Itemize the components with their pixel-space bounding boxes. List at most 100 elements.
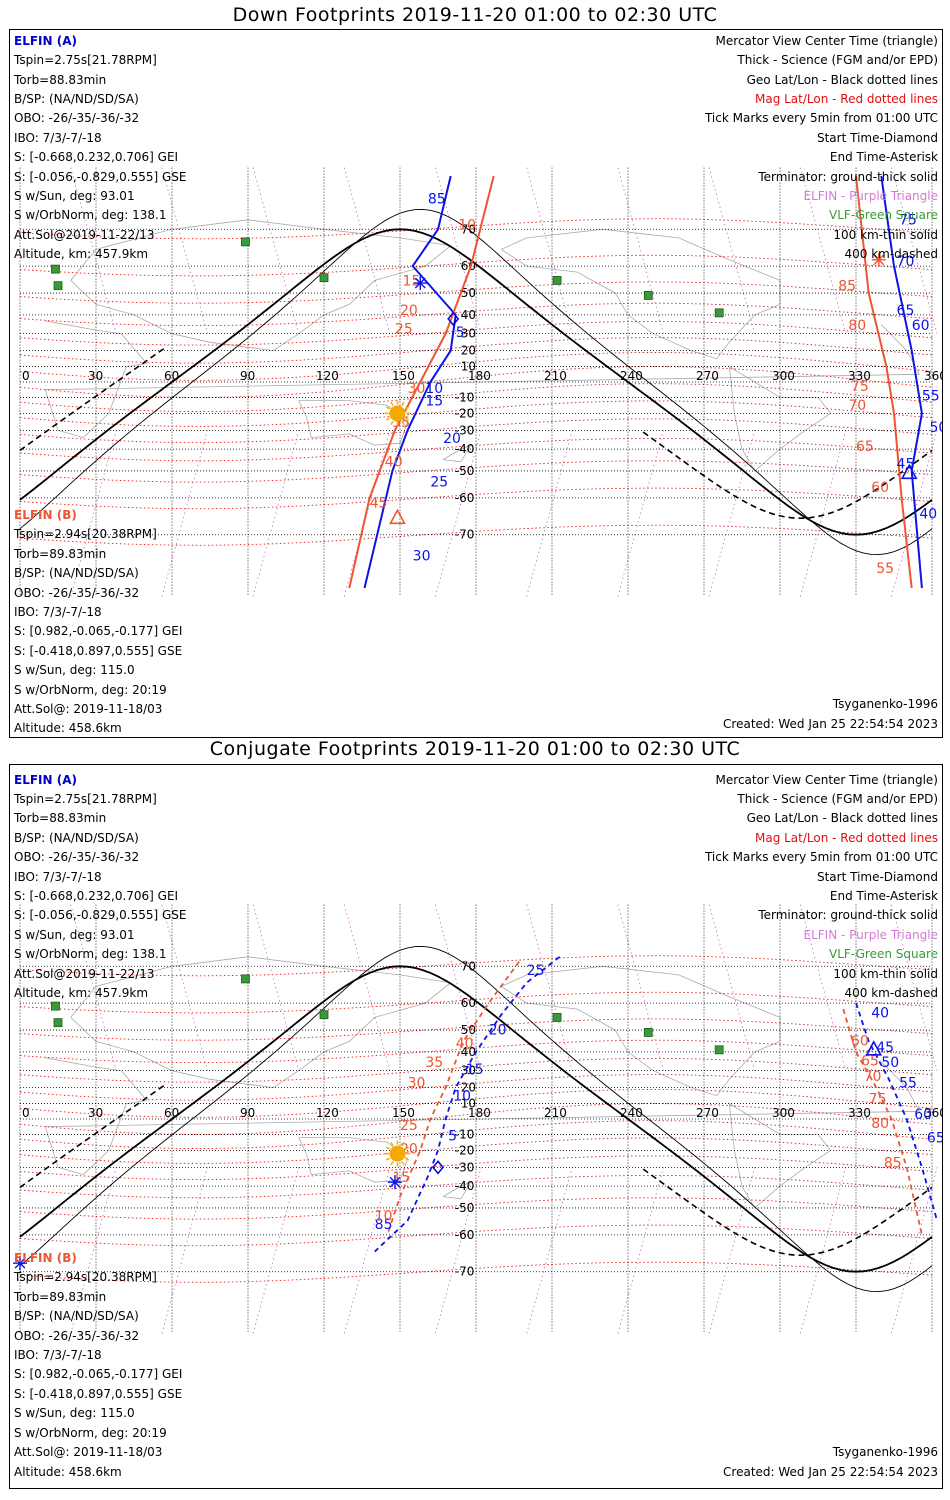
lat-tick-label: 10 (461, 360, 476, 374)
sun-ray (404, 1146, 410, 1150)
track-tick-label: 20 (489, 1023, 507, 1039)
track-tick-label: 5 (456, 325, 465, 341)
lat-tick-label: 30 (461, 327, 476, 341)
terminator-400km (19, 1084, 165, 1189)
lon-tick-label: 360 (924, 1106, 942, 1120)
legend-item: End Time-Asterisk (829, 150, 938, 164)
elfin-b-info-line: S: [0.982,-0.065,-0.177] GEI (14, 624, 183, 638)
mag-lon-line (161, 430, 208, 597)
lat-tick-label: -30 (455, 1160, 475, 1174)
center-time-triangle (389, 508, 406, 525)
elfin-a-info-line: Torb=88.83min (14, 811, 107, 825)
mag-lon-line (343, 167, 391, 334)
model-label: Tsyganenko-1996 (832, 697, 938, 711)
lon-tick-label: 180 (468, 1106, 491, 1120)
lon-tick-label: 330 (848, 369, 871, 383)
legend-item: Tick Marks every 5min from 01:00 UTC (704, 111, 938, 125)
created-label: Created: Wed Jan 25 22:54:54 2023 (723, 1465, 938, 1479)
track-tick-label: 45 (897, 457, 915, 473)
elfin-b-info-line: OBO: -26/-35/-36/-32 (14, 1329, 140, 1343)
legend-item: Thick - Science (FGM and/or EPD) (737, 53, 938, 67)
sun-ray (385, 1157, 391, 1161)
vlf-station-marker (643, 1028, 653, 1037)
mag-lon-line (161, 1167, 208, 1334)
sun-ray (404, 417, 410, 421)
mag-lon-line (70, 1167, 117, 1334)
conjugate-footprints-map: 0 30 60 90 120 150 180 210 240 270 300 330 360 70 60 50… (9, 764, 943, 1489)
sun-ray (385, 417, 391, 421)
track-tick-label: 15 (425, 393, 443, 409)
lon-tick-label: 210 (544, 1106, 567, 1120)
terminator-400km (642, 431, 933, 520)
elfin-b-info-line: S w/Sun, deg: 115.0 (14, 1406, 135, 1420)
terminator-100km (19, 208, 933, 556)
track-tick-label: 15 (466, 1062, 484, 1078)
track-tick-label: 10 (453, 1088, 471, 1104)
panel-2-title: Conjugate Footprints 2019-11-20 01:00 to… (209, 738, 741, 760)
track-tick-label: 40 (871, 1005, 889, 1021)
mag-lon-line (70, 167, 117, 334)
vlf-station-marker (53, 281, 63, 291)
elfin-b-info-line: Tspin=2.94s[20.38RPM] (14, 527, 157, 541)
elfin-a-info-line: S: [-0.668,0.232,0.706] GEI (14, 889, 179, 903)
track-tick-label: 25 (527, 963, 545, 979)
lat-tick-label: -10 (455, 390, 475, 404)
mag-lon-line (617, 904, 664, 1071)
track-tick-label: 50 (929, 420, 942, 436)
mag-lat-line (19, 1197, 933, 1220)
track-tick-label: 70 (897, 254, 915, 270)
mag-lon-line (708, 904, 756, 1071)
track-tick-label: 25 (400, 1118, 418, 1134)
legend-item: 100 km-thin solid (833, 967, 938, 981)
sun-disk (389, 1145, 406, 1162)
track-tick-label: 45 (370, 496, 388, 512)
elfin-b-track (842, 1008, 923, 1236)
legend-item: ELFIN - Purple Triangle (803, 928, 938, 942)
center-time-triangle (900, 463, 918, 480)
elfin-a-track (363, 175, 457, 589)
sun-ray (390, 401, 394, 406)
start-time-diamond (447, 311, 460, 326)
vlf-station-marker (714, 308, 724, 318)
elfin-b-info-line: S: [-0.418,0.897,0.555] GSE (14, 1387, 183, 1401)
track-tick-label: 85 (428, 192, 446, 208)
elfin-b-info-line: Altitude: 458.6km (14, 1465, 122, 1479)
mag-lat-line (19, 1103, 933, 1135)
elfin-a-info-line: Altitude, km: 457.9km (14, 247, 149, 261)
track-tick-label: 60 (871, 480, 889, 496)
lon-tick-label: 0 (22, 1106, 30, 1120)
elfin-b-info-line: S w/OrbNorm, deg: 20:19 (14, 1426, 167, 1440)
coastline (501, 965, 781, 1097)
terminator (19, 208, 933, 556)
sun-ray (401, 401, 405, 406)
legend-item: Geo Lat/Lon - Black dotted lines (746, 73, 938, 87)
terminator-100km (19, 945, 933, 1293)
end-time-asterisk (387, 1175, 402, 1190)
lat-tick-label: -40 (455, 1179, 475, 1193)
lon-tick-label: 210 (544, 369, 567, 383)
mag-lon-line (799, 430, 847, 597)
sun-ray (390, 1142, 394, 1147)
terminator-ground (19, 965, 933, 1273)
mag-lon-line (526, 1167, 573, 1334)
elfin-a-info-line: Torb=88.83min (14, 73, 107, 87)
coastline (728, 1103, 832, 1209)
legend-item: End Time-Asterisk (829, 889, 938, 903)
track-tick-label: 40 (456, 1036, 474, 1052)
mag-lon-line (70, 430, 117, 597)
mag-lat-line (19, 1224, 933, 1247)
sun-ray (390, 420, 394, 425)
end-time-asterisk (413, 276, 428, 291)
mag-lon-line (161, 904, 208, 1071)
track-tick-label: 10 (375, 1209, 393, 1225)
coastline (728, 366, 832, 472)
legend-item: VLF-Green Square (829, 208, 938, 222)
terminator-ground (19, 228, 933, 536)
mag-lon-line (343, 904, 391, 1071)
sun-ray (401, 1142, 405, 1147)
elfin-b-track (386, 961, 520, 1236)
elfin-b-info-line: Att.Sol@: 2019-11-18/03 (14, 1445, 163, 1459)
asterisk-stroke (14, 1257, 26, 1269)
asterisk-stroke (873, 254, 885, 266)
lat-tick-label: 60 (461, 996, 476, 1010)
